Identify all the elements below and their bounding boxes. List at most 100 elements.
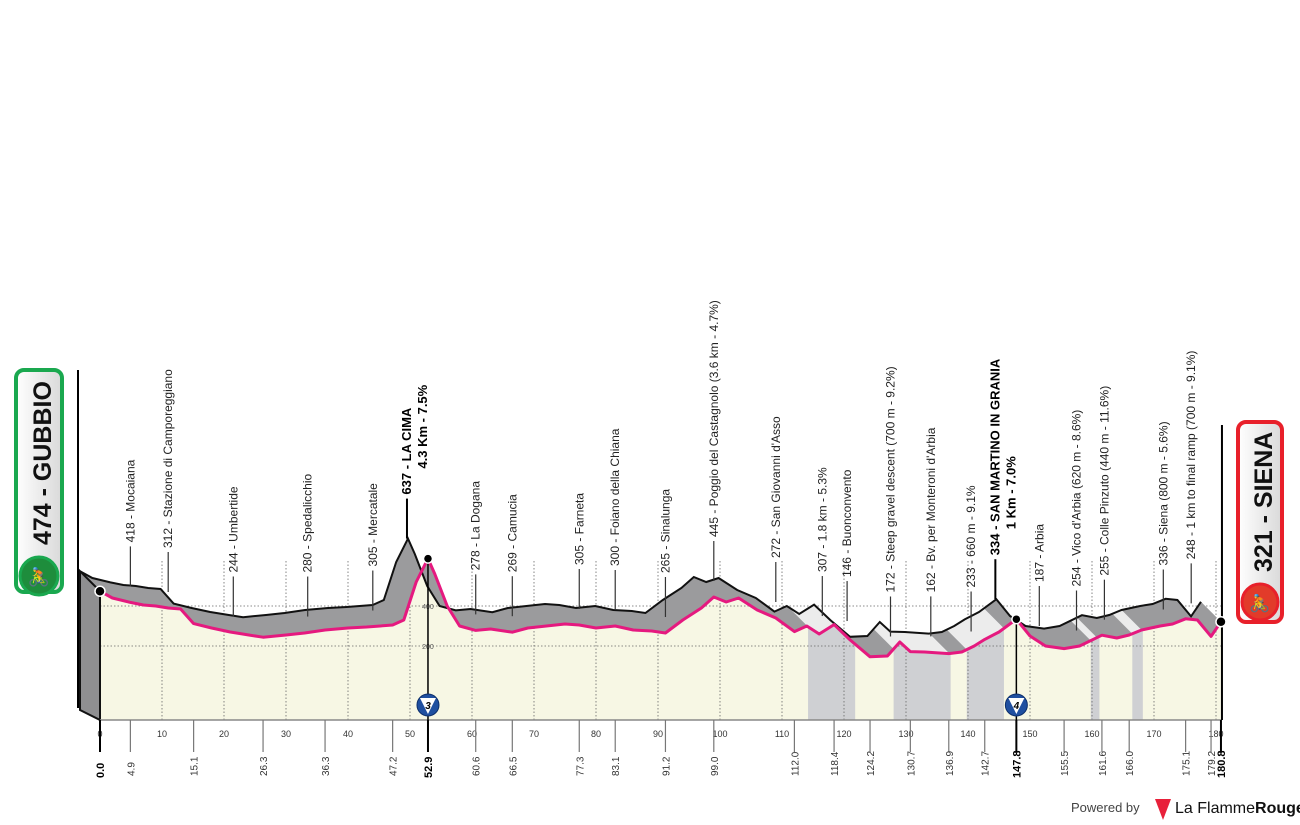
gravel-relief — [788, 605, 855, 644]
km-tick-label: 170 — [1146, 729, 1161, 739]
distance-label: 175.1 — [1182, 751, 1193, 776]
start-label: 474 - GUBBIO — [29, 381, 57, 545]
climb-triangle-icon — [419, 698, 436, 714]
climb-triangle-icon — [1008, 698, 1025, 714]
la-flamme-rouge-logo-icon — [1155, 799, 1171, 820]
relief-edge — [79, 536, 1202, 638]
finish-cyclist-icon-glyph: 🚴 — [1249, 593, 1270, 613]
distance-label: 77.3 — [575, 756, 586, 776]
waypoint-label: 312 - Stazione di Camporeggiano — [161, 369, 175, 548]
distance-label: 130.7 — [906, 751, 917, 776]
waypoint-label: 187 - Arbia — [1032, 524, 1046, 582]
climb-category-number: 4 — [1013, 701, 1020, 712]
climb-stats-label: 1 Km - 7.0% — [1003, 456, 1018, 529]
km-tick-label: 60 — [467, 729, 477, 739]
distance-label: 36.3 — [321, 756, 332, 776]
distance-label: 179.2 — [1207, 751, 1218, 776]
distance-label: 83.1 — [611, 756, 622, 776]
waypoint-label: 280 - Spedalicchio — [301, 473, 315, 572]
km-tick-label: 20 — [219, 729, 229, 739]
km-tick-label: 90 — [653, 729, 663, 739]
waypoint-label: 269 - Camucia — [505, 494, 519, 572]
distance-label: 52.9 — [423, 757, 435, 778]
gravel-relief — [1112, 610, 1142, 634]
distance-label: 161.6 — [1098, 751, 1109, 776]
km-tick-label: 30 — [281, 729, 291, 739]
finish-badge: 321 - SIENA 🚴 — [1236, 420, 1284, 624]
distance-label: 26.3 — [259, 756, 270, 776]
powered-by-text: Powered by — [1071, 800, 1140, 815]
distance-label: 15.1 — [190, 756, 201, 776]
brand-name: La FlammeRouge — [1175, 800, 1300, 817]
waypoint-label: 146 - Buonconvento — [840, 469, 854, 577]
finish-cyclist-icon — [1240, 582, 1280, 622]
distance-label: 142.7 — [981, 751, 992, 776]
waypoint-label: 300 - Foiano della Chiana — [608, 428, 622, 566]
waypoint-label: 305 - Farneta — [572, 493, 586, 565]
waypoint-label: 265 - Sinalunga — [658, 489, 672, 573]
waypoint-label: 278 - La Dogana — [469, 481, 483, 571]
distance-label: 147.8 — [1011, 750, 1023, 778]
climb-name-label: 334 - SAN MARTINO IN GRANIA — [987, 358, 1002, 555]
waypoint-label: 248 - 1 km to final ramp (700 m - 9.1%) — [1184, 351, 1198, 560]
distance-label: 91.2 — [661, 756, 672, 776]
km-tick-label: 70 — [529, 729, 539, 739]
finish-dot — [1215, 616, 1227, 628]
climb-summit-dot — [422, 553, 434, 564]
km-tick-label: 10 — [157, 729, 167, 739]
cyclist-icon-glyph: 🚴 — [28, 566, 50, 587]
distance-label: 60.6 — [472, 756, 483, 776]
profile-line — [99, 557, 1223, 659]
distance-label: 4.9 — [126, 762, 137, 776]
waypoint-label: 418 - Mocaiana — [123, 459, 137, 542]
waypoint-label: 172 - Steep gravel descent (700 m - 9.2%… — [884, 366, 898, 592]
km-tick-label: 50 — [405, 729, 415, 739]
finish-label: 321 - SIENA — [1250, 432, 1278, 572]
distance-label: 66.5 — [508, 756, 519, 776]
distance-label: 99.0 — [710, 756, 721, 776]
climb-stats-label: 4.3 Km - 7.5% — [415, 384, 430, 468]
distance-label: 47.2 — [389, 756, 400, 776]
start-dot — [94, 585, 106, 597]
km-tick-label: 180 — [1208, 729, 1223, 739]
distance-label: 180.8 — [1216, 750, 1228, 778]
km-tick-label: 140 — [960, 729, 975, 739]
waypoint-label: 254 - Vico d'Arbia (620 m - 8.6%) — [1070, 410, 1084, 587]
waypoint-label: 162 - Bv. per Monteroni d'Arbia — [924, 427, 938, 592]
distance-label: 124.2 — [866, 751, 877, 776]
waypoint-label: 445 - Poggio del Castagnolo (3.6 km - 4.… — [707, 300, 721, 537]
powered-by-footer: Powered by La FlammeRouge — [1071, 799, 1300, 820]
climb-summit-dot — [1011, 613, 1022, 625]
waypoint-label: 233 - 660 m - 9.1% — [964, 485, 978, 587]
waypoint-label: 336 - Siena (800 m - 5.6%) — [1156, 421, 1170, 565]
distance-label: 118.4 — [830, 751, 841, 776]
km-tick-label: 150 — [1022, 729, 1037, 739]
distance-label: 155.5 — [1060, 751, 1071, 776]
km-tick-label: 120 — [836, 729, 851, 739]
distance-label: 0.0 — [95, 763, 107, 778]
waypoint-label: 244 - Umbertide — [226, 486, 240, 572]
distance-label: 112.0 — [790, 751, 801, 776]
km-tick-label: 80 — [591, 729, 601, 739]
gravel-relief — [873, 622, 950, 654]
finish-badge-frame — [1236, 420, 1284, 624]
waypoint-label: 255 - Colle Pinzuto (440 m - 11.6%) — [1097, 386, 1111, 576]
distance-label: 166.0 — [1125, 751, 1136, 776]
gravel-sector — [893, 558, 951, 720]
climb-category-number: 3 — [425, 701, 431, 712]
gravel-relief — [1070, 617, 1097, 641]
distance-label: 136.9 — [945, 751, 956, 776]
gravel-sector — [1132, 558, 1143, 720]
cyclist-icon — [18, 555, 60, 597]
km-tick-label: 160 — [1084, 729, 1099, 739]
waypoint-label: 307 - 1.8 km - 5.3% — [815, 467, 829, 572]
km-tick-label: 110 — [775, 729, 789, 739]
gravel-relief — [946, 608, 1004, 650]
waypoint-label: 305 - Mercatale — [366, 483, 380, 567]
waypoint-label: 272 - San Giovanni d'Asso — [769, 416, 783, 558]
km-tick-label: 40 — [343, 729, 353, 739]
start-badge: 474 - GUBBIO 🚴 — [14, 368, 64, 597]
climb-name-label: 637 - LA CIMA — [399, 407, 414, 495]
km-tick-label: 130 — [898, 729, 913, 739]
